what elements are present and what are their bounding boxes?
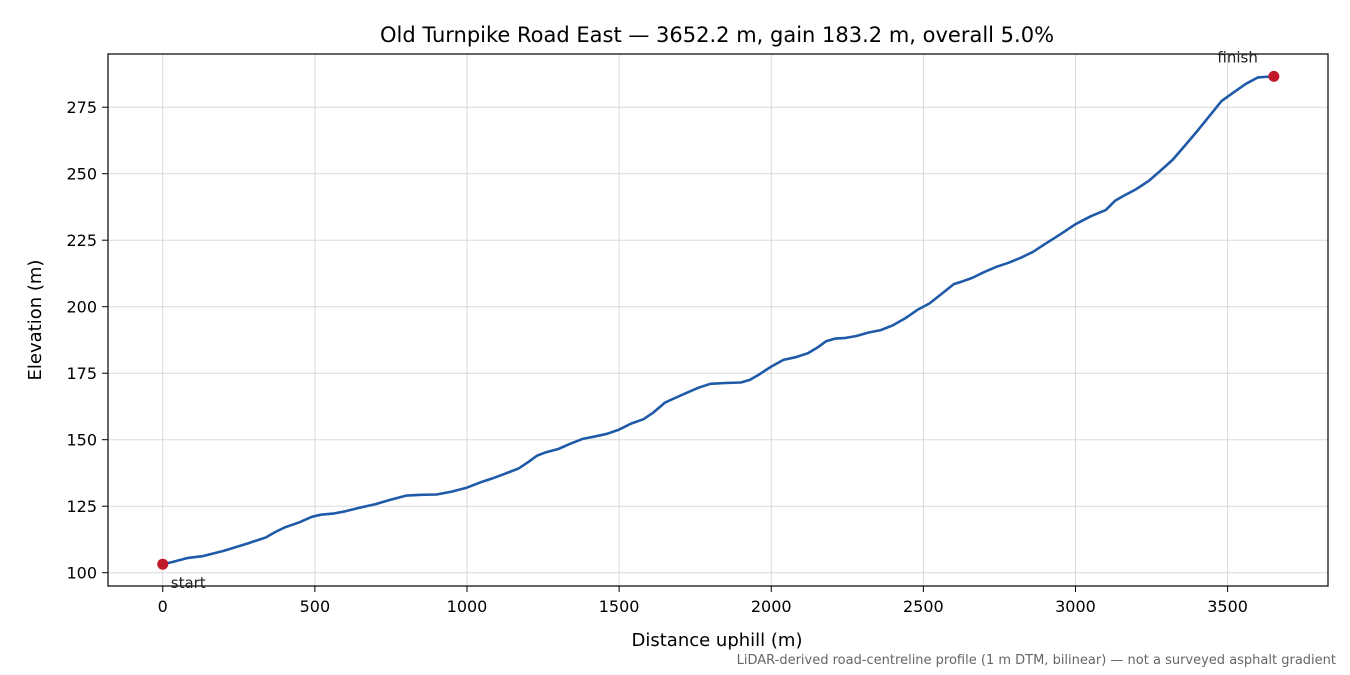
annotation-finish: finish — [1217, 48, 1257, 66]
chart-title: Old Turnpike Road East — 3652.2 m, gain … — [380, 23, 1054, 47]
series-layer — [161, 75, 1276, 566]
y-tick-label: 275 — [66, 98, 97, 117]
x-axis-ticks: 0 500 1000 1500 2000 2500 3000 3500 — [158, 586, 1248, 616]
x-tick-label: 1500 — [599, 597, 640, 616]
y-tick-label: 150 — [66, 431, 97, 450]
grid-lines — [108, 54, 1328, 586]
x-tick-label: 1000 — [447, 597, 488, 616]
y-tick-label: 175 — [66, 364, 97, 383]
y-tick-label: 100 — [66, 564, 97, 583]
x-tick-label: 3000 — [1055, 597, 1096, 616]
y-tick-label: 125 — [66, 497, 97, 516]
x-tick-label: 2500 — [903, 597, 944, 616]
y-axis-label: Elevation (m) — [25, 260, 46, 381]
elevation-line — [161, 75, 1276, 566]
finish-marker — [1268, 70, 1280, 82]
y-tick-label: 200 — [66, 298, 97, 317]
x-tick-label: 2000 — [751, 597, 792, 616]
y-tick-label: 250 — [66, 165, 97, 184]
start-marker — [157, 558, 169, 570]
x-axis-label: Distance uphill (m) — [632, 630, 803, 651]
footnote: LiDAR-derived road-centreline profile (1… — [737, 653, 1336, 668]
x-tick-label: 3500 — [1207, 597, 1248, 616]
x-tick-label: 500 — [300, 597, 331, 616]
y-tick-label: 225 — [66, 231, 97, 250]
plot-frame — [107, 53, 1329, 587]
annotation-start: start — [171, 574, 206, 592]
x-tick-label: 0 — [158, 597, 168, 616]
markers-layer — [157, 70, 1280, 570]
y-axis-ticks: 100 125 150 175 200 225 250 275 — [66, 98, 108, 583]
